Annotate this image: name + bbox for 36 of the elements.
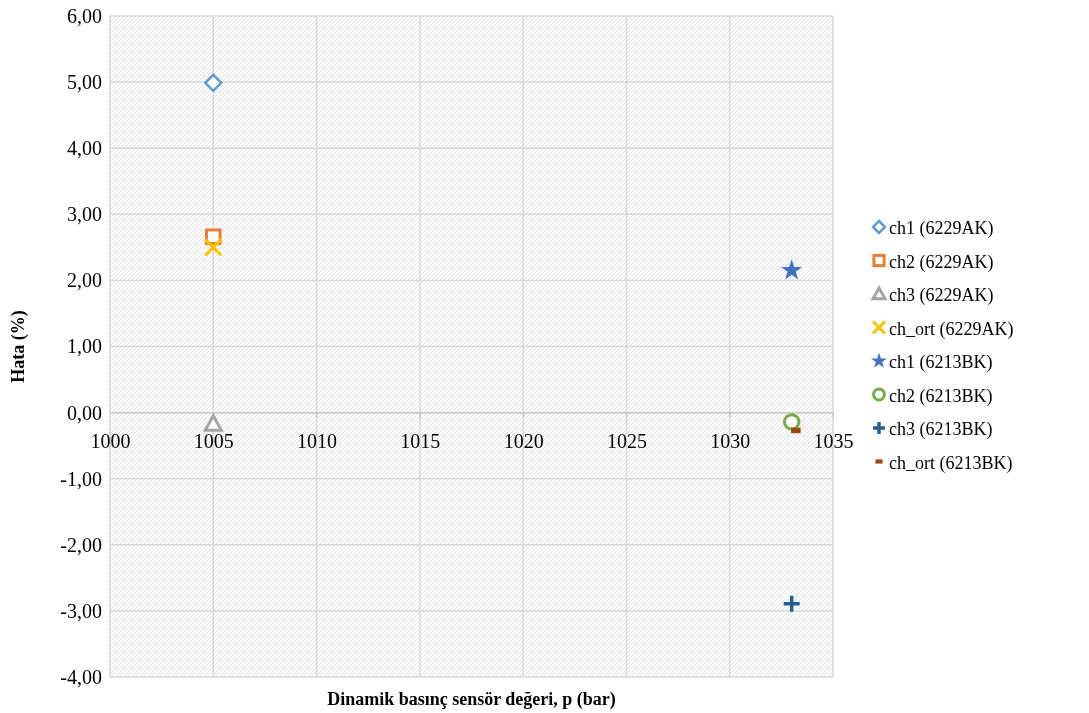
x-tick-label: 1020	[503, 429, 544, 452]
y-axis-title: Hata (%)	[8, 310, 29, 383]
y-tick-label: 5,00	[67, 71, 102, 93]
point	[204, 73, 223, 93]
legend-label: ch3 (6213BK)	[889, 419, 993, 440]
y-tick-label: 0,00	[67, 401, 102, 424]
legend-label: ch3 (6229AK)	[889, 285, 994, 306]
x-axis-title: Dinamik basınç sensör değeri, p (bar)	[327, 689, 616, 710]
legend-label: ch_ort (6229AK)	[889, 318, 1014, 340]
x-tick-label: 1010	[297, 429, 338, 452]
point	[781, 259, 803, 280]
point	[203, 414, 223, 432]
point	[781, 593, 802, 614]
legend-label: ch2 (6213BK)	[889, 385, 993, 407]
legend-label: ch1 (6213BK)	[889, 352, 993, 373]
legend-label: ch_ort (6213BK)	[889, 452, 1013, 474]
y-tick-label: 4,00	[67, 137, 102, 160]
x-tick-label: 1035	[813, 429, 854, 452]
x-tick-label: 1005	[193, 429, 234, 452]
point	[782, 413, 801, 431]
y-tick-label: 3,00	[67, 203, 102, 226]
x-tick-label: 1030	[710, 429, 751, 452]
legend-label: ch1 (6229AK)	[889, 218, 994, 239]
x-tick-label: 1000	[90, 429, 131, 452]
y-tick-label: 6,00	[67, 4, 102, 27]
legend-label: ch2 (6229AK)	[889, 251, 994, 273]
y-tick-label: -1,00	[60, 467, 102, 490]
x-tick-label: 1015	[400, 429, 441, 452]
y-tick-label: -4,00	[60, 665, 102, 688]
y-tick-label: 1,00	[67, 335, 102, 358]
point	[203, 237, 223, 257]
point	[791, 427, 801, 434]
x-tick-label: 1025	[606, 429, 647, 452]
y-tick-label: 2,00	[67, 269, 102, 292]
y-tick-label: -3,00	[60, 599, 102, 622]
y-tick-label: -2,00	[60, 533, 102, 556]
